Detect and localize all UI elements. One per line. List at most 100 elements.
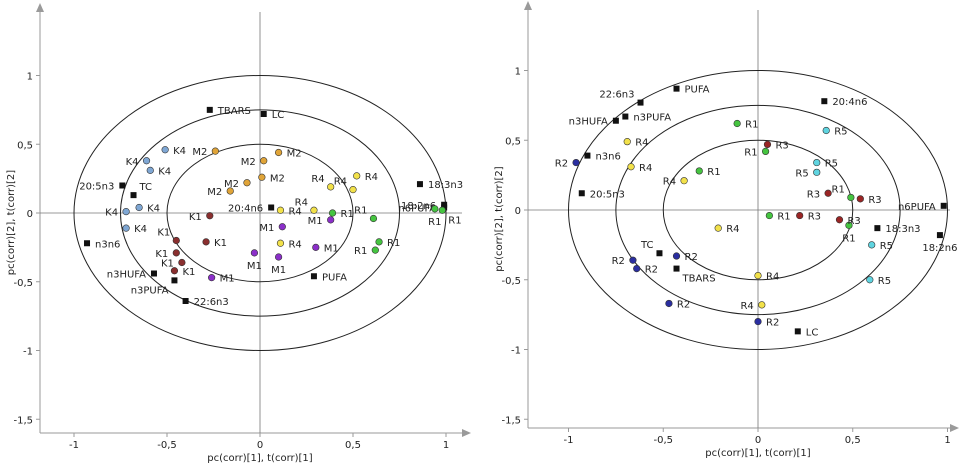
point-label: M2: [270, 173, 285, 184]
point-label: 22:6n3: [194, 297, 229, 308]
point-label: R4: [639, 163, 652, 174]
y-tick-label: 1: [27, 72, 33, 83]
loading-point: [622, 113, 629, 120]
y-axis-label: pc(corr)[2], t(corr)[2]: [6, 170, 17, 275]
score-point: [353, 172, 361, 180]
point-label: 20:5n3: [590, 189, 625, 200]
point-label: K1: [161, 259, 174, 270]
score-point: [278, 223, 286, 231]
point-label: R5: [795, 168, 808, 179]
point-label: K4: [147, 204, 160, 215]
point-label: R3: [807, 189, 820, 200]
point-label: K4: [158, 166, 171, 177]
point-label: R5: [878, 276, 891, 287]
y-tick-label: 1: [515, 67, 521, 78]
score-point: [371, 246, 379, 254]
point-label: R2: [555, 159, 568, 170]
point-label: 20:4n6: [832, 97, 867, 108]
point-label: R3: [775, 140, 788, 151]
point-label: R4: [766, 272, 779, 283]
point-label: K1: [157, 228, 170, 239]
point-label: R3: [847, 216, 860, 227]
point-label: TC: [640, 240, 654, 251]
score-point: [623, 138, 631, 146]
score-point: [172, 236, 180, 245]
score-point: [633, 264, 641, 273]
score-point: [847, 193, 855, 202]
loading-point: [612, 117, 619, 124]
score-point: [122, 208, 130, 216]
point-label: PUFA: [322, 272, 347, 283]
score-point: [431, 205, 439, 213]
point-label: R5: [825, 159, 838, 170]
x-axis-label: pc(corr)[1], t(corr)[1]: [207, 453, 312, 464]
point-label: R4: [740, 301, 753, 312]
score-point: [835, 216, 844, 224]
point-label: TBARS: [217, 106, 251, 117]
point-label: R1: [832, 184, 845, 195]
x-tick-label: 1: [944, 435, 950, 446]
score-loading-plot-left: -1 -0,5 0 0,5 1 -1,5 -1 -0,5 0 0,5 1 pc(corr)[1], t…: [6, 3, 471, 464]
loading-point: [794, 328, 801, 335]
point-label: M1: [247, 261, 262, 272]
point-label: n6PUFA: [898, 202, 936, 213]
score-point: [680, 177, 688, 185]
x-tick-label: -1: [564, 435, 574, 446]
point-label: TBARS: [682, 274, 716, 285]
score-point: [369, 214, 378, 223]
y-tick-label: 0,5: [17, 140, 33, 151]
point-label: 20:5n3: [79, 182, 114, 193]
score-point: [260, 157, 268, 165]
point-label: n3PUFA: [131, 285, 169, 296]
loading-point: [637, 99, 644, 106]
score-point: [276, 239, 285, 247]
point-label: R1: [842, 233, 855, 244]
point-label: R1: [745, 120, 758, 131]
point-label: R3: [868, 195, 881, 206]
point-label: M1: [324, 243, 339, 254]
point-label: K1: [189, 212, 202, 223]
loading-point: [821, 98, 828, 105]
loading-point: [584, 152, 591, 159]
score-point: [250, 249, 259, 257]
y-tick-label: -1,5: [501, 415, 521, 426]
score-point: [142, 157, 151, 165]
point-label: K4: [126, 157, 139, 168]
score-point: [202, 238, 210, 246]
score-point: [375, 238, 383, 246]
point-label: R2: [645, 265, 658, 276]
loading-point: [673, 265, 680, 272]
point-label: K1: [214, 238, 227, 249]
score-point: [146, 166, 154, 174]
score-point: [275, 253, 283, 261]
score-point: [822, 126, 830, 135]
point-label: n3PUFA: [633, 113, 671, 124]
score-point: [208, 274, 216, 282]
x-axis-label: pc(corr)[1], t(corr)[1]: [705, 448, 810, 459]
score-point: [275, 148, 283, 157]
point-label: K1: [155, 249, 168, 260]
loading-point: [150, 270, 157, 277]
x-axis-arrow: [950, 424, 959, 432]
point-label: R2: [766, 318, 779, 329]
score-point: [695, 167, 703, 175]
score-loading-plot-right: -1 -0,5 0 0,5 1 -1,5 -1 -0,5 0 0,5 1 pc(corr)[1], t…: [494, 1, 959, 459]
point-label: R2: [612, 256, 625, 267]
point-label: R1: [354, 246, 367, 257]
x-tick-label: 1: [443, 440, 449, 451]
y-tick-label: 0: [27, 209, 33, 220]
score-point: [178, 258, 186, 267]
x-tick-label: -1: [69, 440, 79, 451]
y-tick-label: -1,5: [13, 415, 33, 426]
point-label: R1: [707, 167, 720, 178]
confidence-ellipse: [120, 109, 400, 317]
x-tick-label: 0,5: [845, 435, 861, 446]
point-label: 20:4n6: [228, 204, 263, 215]
y-tick-label: -1: [511, 346, 521, 357]
point-label: R1: [341, 209, 354, 220]
score-point: [310, 206, 318, 214]
x-tick-label: -0,5: [157, 440, 177, 451]
score-point: [761, 147, 770, 156]
point-label: n3n6: [595, 152, 620, 163]
score-point: [866, 276, 874, 284]
